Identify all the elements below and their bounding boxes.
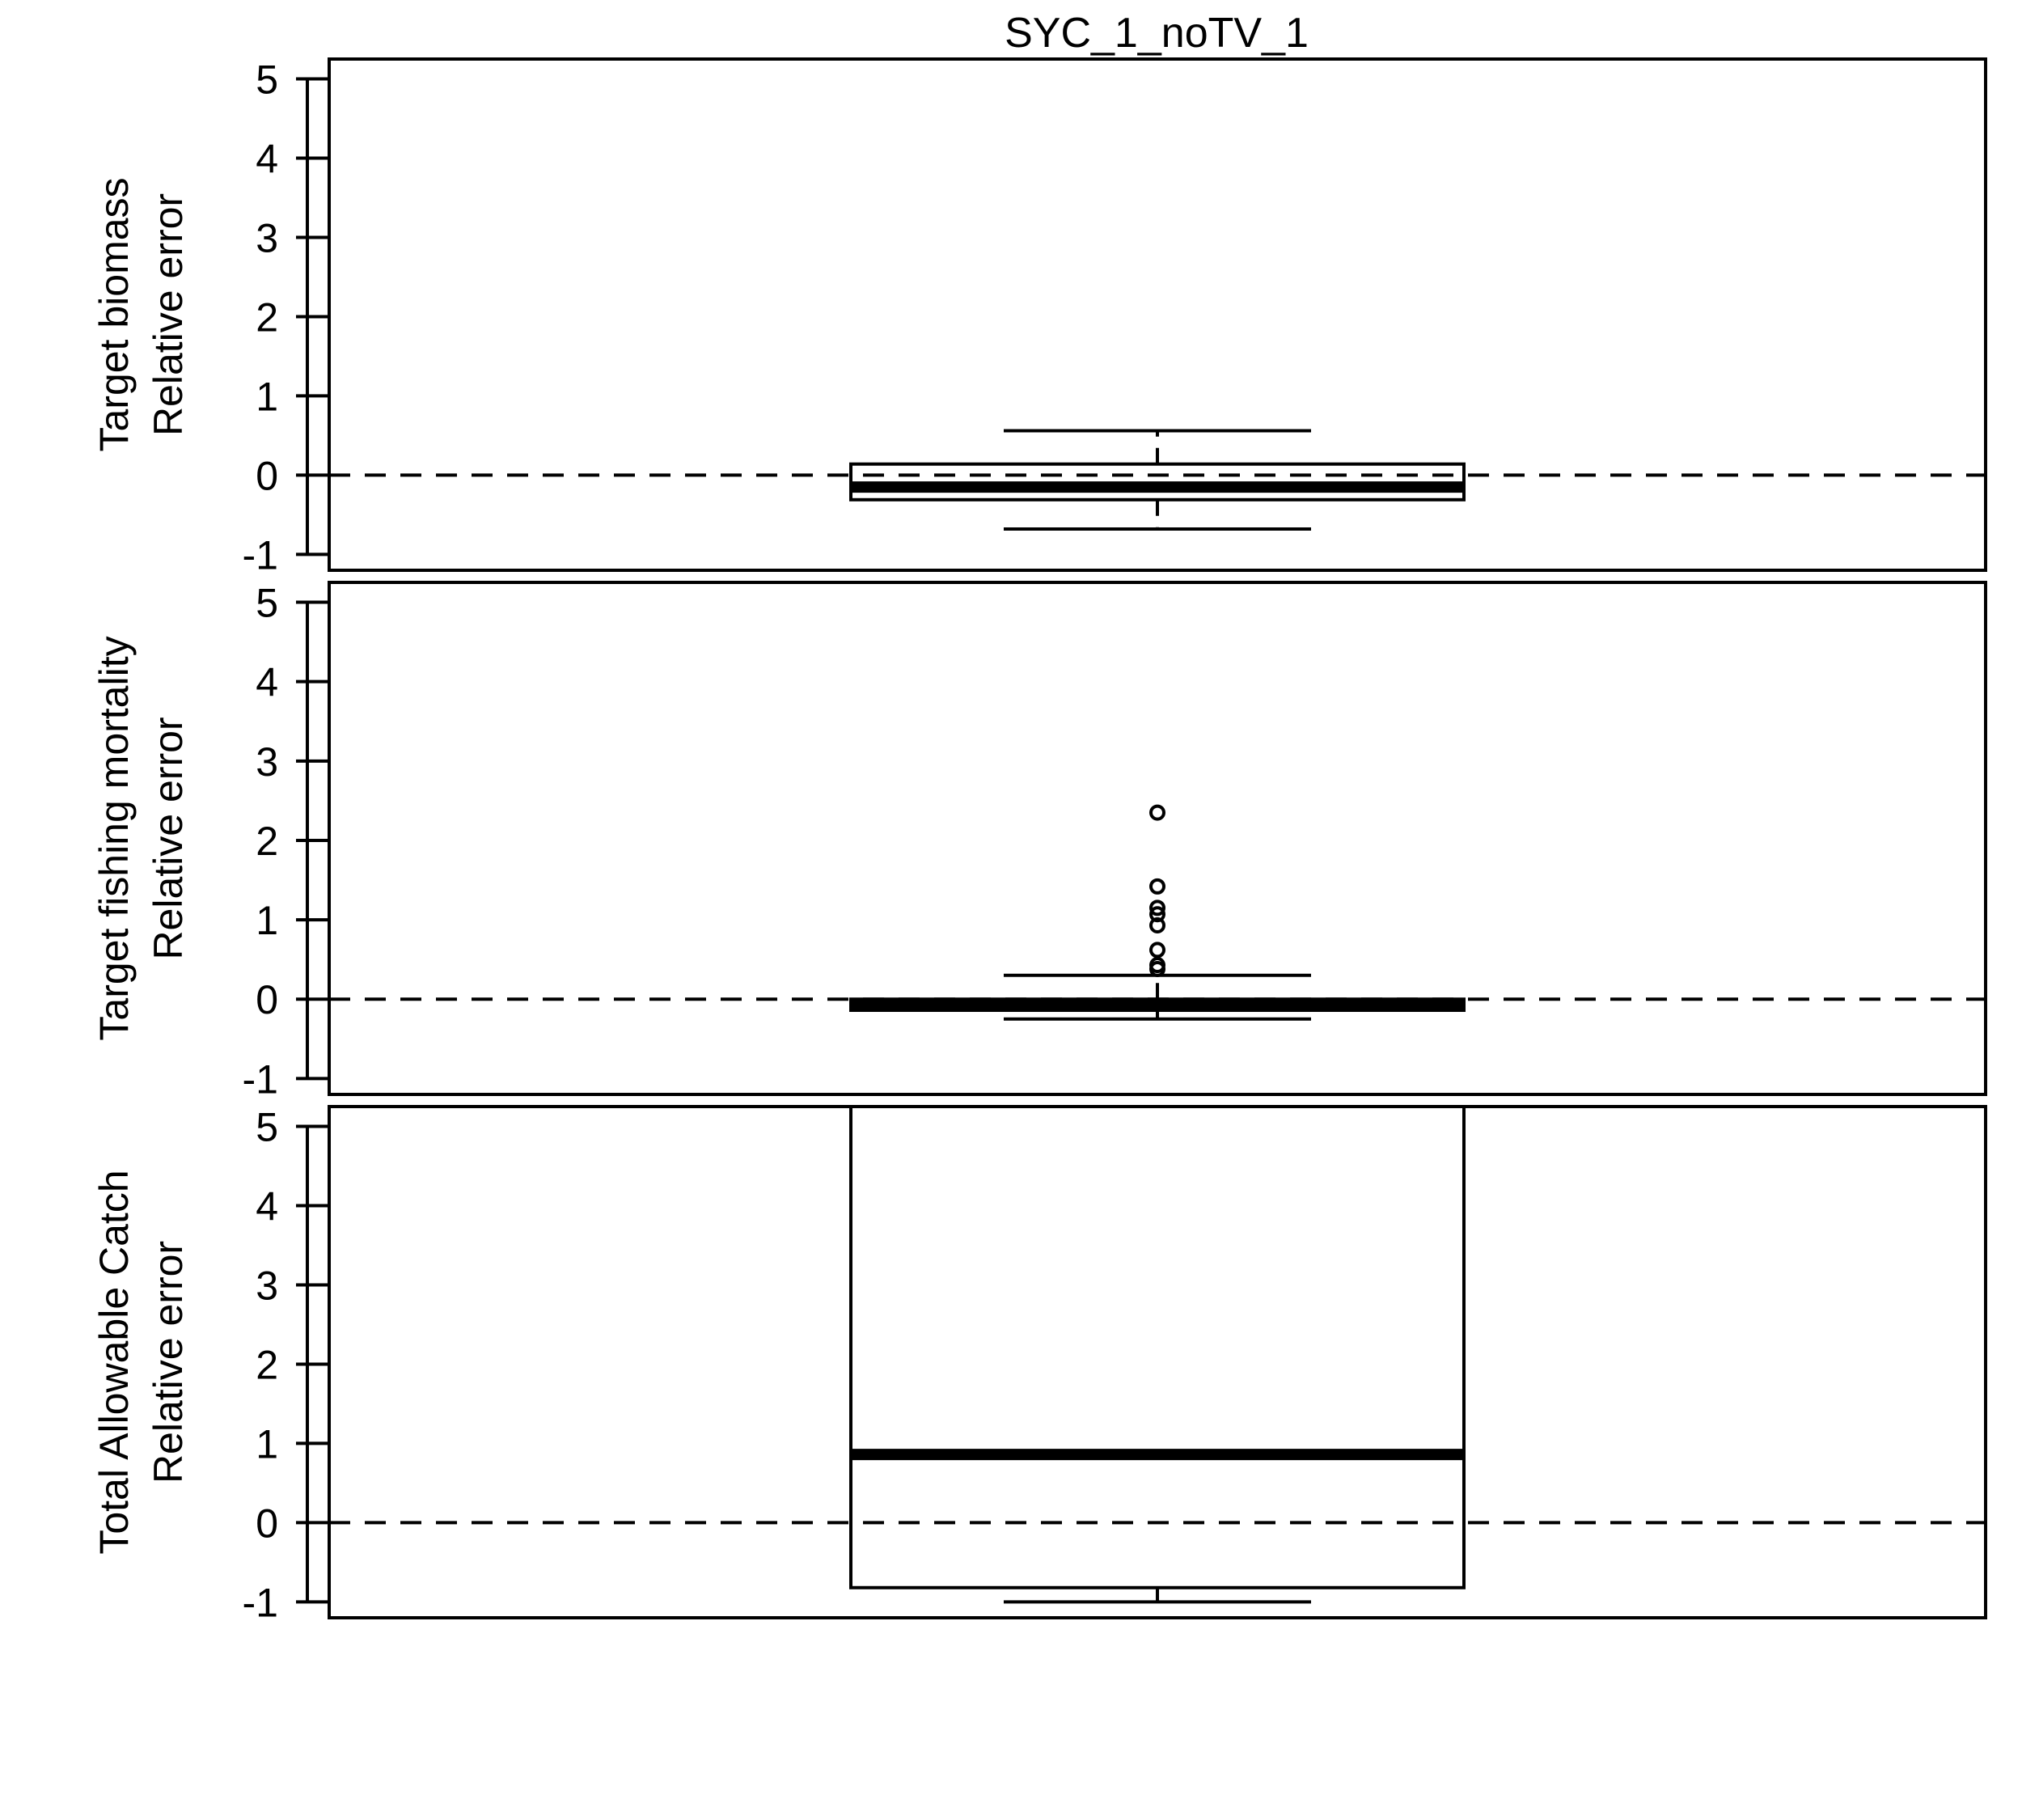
outlier-point: [1149, 804, 1165, 821]
y-tick-label: 5: [256, 57, 278, 102]
outlier-point: [1149, 957, 1165, 974]
panel-3: -1 0 1 2 3 4 5 Total Allowable Catch Relative er…: [91, 1104, 1987, 1625]
y-axis-title-line-2: Relative error: [146, 193, 191, 436]
panel-frame: [328, 57, 1987, 572]
panel-content: [329, 429, 1986, 531]
outlier-point: [1149, 878, 1165, 895]
y-tick-label: 1: [256, 898, 278, 943]
outlier-point: [1149, 916, 1165, 933]
outlier-point: [1149, 942, 1165, 959]
chart-title: SYC_1_noTV_1: [1005, 10, 1309, 57]
y-tick-label: 3: [256, 215, 278, 260]
y-axis-title-line-1: Total Allowable Catch: [91, 1170, 137, 1554]
y-tick-label: -1: [243, 1580, 278, 1625]
iqr-box: [849, 1107, 1466, 1589]
panel-content: [329, 1107, 1986, 1604]
panel-content: [329, 804, 1986, 1021]
y-tick-label: 2: [256, 294, 278, 340]
y-tick-label: 4: [256, 660, 278, 705]
y-tick-label: -1: [243, 1056, 278, 1102]
panel-frame: [328, 1105, 1987, 1619]
y-tick-label: 5: [256, 1104, 278, 1149]
y-tick-label: 1: [256, 1421, 278, 1467]
y-tick-label: 1: [256, 374, 278, 419]
outlier-point: [1149, 906, 1165, 923]
y-axis-title-line-2: Relative error: [146, 1241, 191, 1484]
y-tick-label: 4: [256, 136, 278, 181]
y-tick-label: 5: [256, 581, 278, 626]
y-tick-label: 3: [256, 1263, 278, 1308]
y-tick-label: 0: [256, 977, 278, 1022]
y-axis-title-line-1: Target biomass: [91, 177, 137, 451]
y-tick-label: 0: [256, 453, 278, 498]
y-tick-label: 3: [256, 739, 278, 785]
y-tick-label: 0: [256, 1500, 278, 1546]
panel-frame: [328, 581, 1987, 1096]
y-tick-label: -1: [243, 532, 278, 578]
y-axis-title-line-2: Relative error: [146, 717, 191, 959]
y-tick-label: 4: [256, 1183, 278, 1229]
panel-1: -1 0 1 2 3 4 5 Target biomass Relative error: [91, 57, 1987, 578]
outlier-point: [1149, 899, 1165, 916]
y-axis-title-line-1: Target fishing mortality: [91, 636, 137, 1040]
panel-2: -1 0 1 2 3 4 5 Target fishing mortality Relative…: [91, 581, 1987, 1102]
y-tick-label: 2: [256, 819, 278, 864]
y-tick-label: 2: [256, 1342, 278, 1387]
